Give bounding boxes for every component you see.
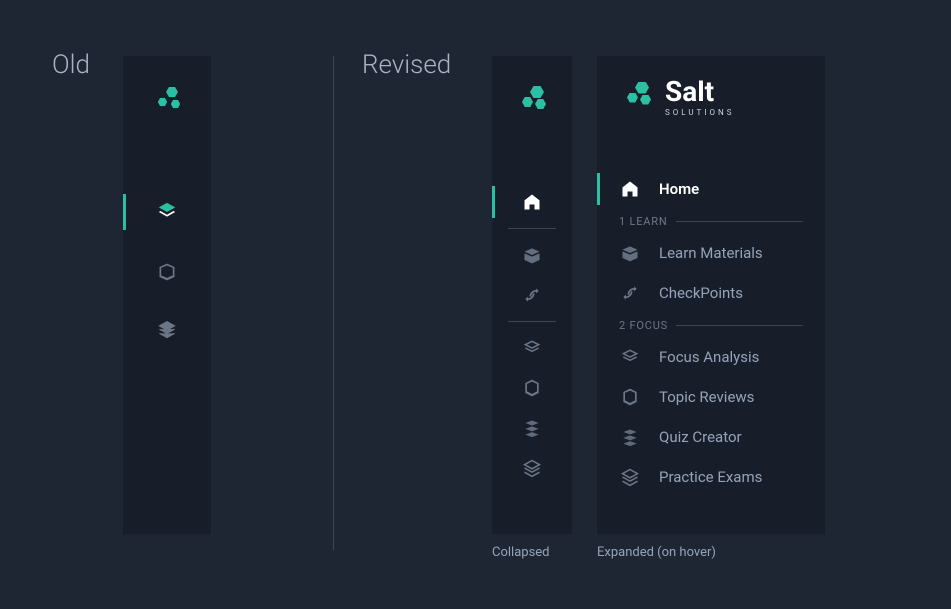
sync-icon — [521, 284, 543, 306]
brand-name: Salt — [665, 78, 734, 106]
section-label-old: Old — [52, 50, 90, 80]
nav-learn-materials-label: Learn Materials — [659, 244, 763, 262]
cube-icon — [521, 377, 543, 399]
brand-logo-icon — [619, 80, 655, 116]
collapsed-nav-practice-exams[interactable] — [492, 448, 572, 488]
home-stack-icon — [156, 201, 178, 223]
target-layers-icon — [619, 346, 641, 368]
layers-icon — [521, 457, 543, 479]
divider — [508, 228, 556, 229]
caption-expanded: Expanded (on hover) — [597, 545, 716, 560]
nav-topic-reviews[interactable]: Topic Reviews — [597, 377, 825, 417]
collapsed-nav-quiz-creator[interactable] — [492, 408, 572, 448]
nav-quiz-creator-label: Quiz Creator — [659, 428, 742, 446]
box-icon — [521, 244, 543, 266]
cube-icon — [619, 386, 641, 408]
brand-logo-icon — [514, 84, 550, 120]
nav-practice-exams-label: Practice Exams — [659, 468, 762, 486]
section-divider — [333, 56, 334, 550]
group-header-focus: 2 FOCUS — [597, 313, 825, 337]
revised-collapsed-sidebar — [492, 56, 572, 534]
brand-subtitle: SOLUTIONS — [665, 108, 734, 117]
layers-icon — [619, 466, 641, 488]
brand-logo-icon — [149, 84, 185, 120]
box-icon — [156, 261, 178, 283]
old-nav-stack[interactable] — [123, 310, 211, 350]
nav-home[interactable]: Home — [597, 169, 825, 209]
nav-focus-analysis-label: Focus Analysis — [659, 348, 759, 366]
brand-block: Salt SOLUTIONS — [597, 56, 825, 117]
nav-checkpoints-label: CheckPoints — [659, 284, 743, 302]
collapsed-nav-learn-materials[interactable] — [492, 235, 572, 275]
nav-practice-exams[interactable]: Practice Exams — [597, 457, 825, 497]
caption-collapsed: Collapsed — [492, 545, 550, 560]
stack-3-icon — [619, 426, 641, 448]
group-header-learn: 1 LEARN — [597, 209, 825, 233]
divider — [508, 321, 556, 322]
collapsed-nav-focus-analysis[interactable] — [492, 328, 572, 368]
nav-focus-analysis[interactable]: Focus Analysis — [597, 337, 825, 377]
home-icon — [521, 191, 543, 213]
collapsed-nav-home[interactable] — [492, 182, 572, 222]
layers-icon — [156, 319, 178, 341]
nav-quiz-creator[interactable]: Quiz Creator — [597, 417, 825, 457]
collapsed-nav-checkpoints[interactable] — [492, 275, 572, 315]
target-layers-icon — [521, 337, 543, 359]
old-sidebar-panel — [123, 56, 211, 534]
stack-3-icon — [521, 417, 543, 439]
nav-topic-reviews-label: Topic Reviews — [659, 388, 754, 406]
nav-learn-materials[interactable]: Learn Materials — [597, 233, 825, 273]
revised-expanded-sidebar: Salt SOLUTIONS Home 1 LEARN Learn Materi… — [597, 56, 825, 534]
box-icon — [619, 242, 641, 264]
nav-checkpoints[interactable]: CheckPoints — [597, 273, 825, 313]
nav-home-label: Home — [659, 180, 699, 198]
collapsed-nav-topic-reviews[interactable] — [492, 368, 572, 408]
old-nav-home[interactable] — [123, 190, 211, 234]
old-nav-learn[interactable] — [123, 252, 211, 292]
home-icon — [619, 178, 641, 200]
section-label-revised: Revised — [362, 50, 451, 80]
sync-icon — [619, 282, 641, 304]
